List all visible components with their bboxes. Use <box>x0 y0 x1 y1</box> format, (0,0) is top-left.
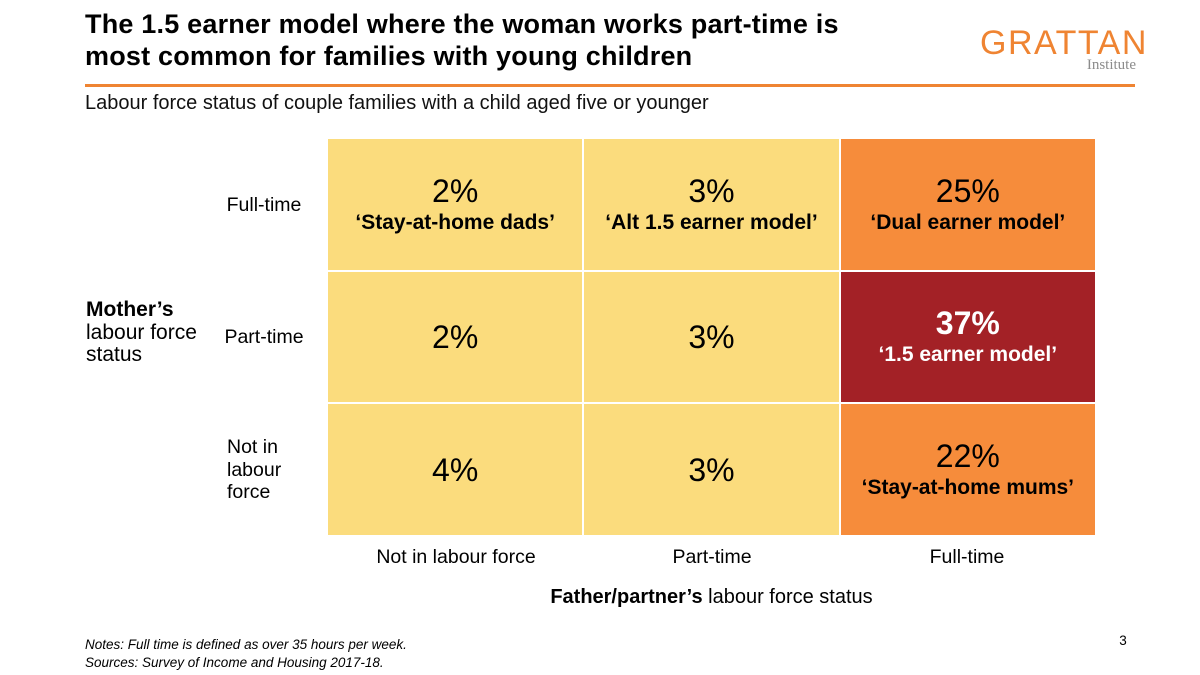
cell-value: 3% <box>688 451 735 488</box>
heatmap-grid: 2% ‘Stay-at-home dads’ 3% ‘Alt 1.5 earne… <box>328 139 1095 535</box>
cell-label: ‘1.5 earner model’ <box>878 343 1058 367</box>
matrix-cell-parttime-fulltime-highlight: 37% ‘1.5 earner model’ <box>840 271 1095 403</box>
matrix-cell-nilf-nilf: 4% <box>328 404 583 535</box>
row-label-nilf-line2: labour <box>227 458 282 481</box>
matrix-cell-parttime-parttime: 3% <box>584 271 839 403</box>
x-axis-title-rest: labour force status <box>702 586 873 608</box>
row-label-nilf-line1: Not in <box>227 436 278 458</box>
grattan-logo: GRATTAN Institute <box>980 24 1148 74</box>
matrix-cell-fulltime-parttime: 3% ‘Alt 1.5 earner model’ <box>584 139 839 270</box>
matrix-cell-fulltime-nilf: 2% ‘Stay-at-home dads’ <box>328 139 583 270</box>
cell-value: 22% <box>935 438 1000 475</box>
cell-label: ‘Stay-at-home mums’ <box>861 476 1075 500</box>
row-label-not-in-labour-force: Not in labour force <box>227 436 281 504</box>
y-axis-title: Mother’s labour force status <box>86 298 197 367</box>
x-axis-title: Father/partner’s labour force status <box>328 586 1095 609</box>
page-number: 3 <box>1119 633 1127 648</box>
matrix-cell-nilf-parttime: 3% <box>584 404 839 535</box>
row-label-part-time: Part-time <box>224 326 304 348</box>
cell-value: 2% <box>432 172 479 209</box>
col-label-part-time: Part-time <box>672 546 752 568</box>
chart-subtitle: Labour force status of couple families w… <box>85 92 709 114</box>
cell-label: ‘Stay-at-home dads’ <box>355 210 555 234</box>
matrix-cell-nilf-fulltime: 22% ‘Stay-at-home mums’ <box>840 404 1095 535</box>
cell-value: 2% <box>432 318 479 355</box>
sources-line: Sources: Survey of Income and Housing 20… <box>85 654 384 670</box>
col-label-not-in-labour-force: Not in labour force <box>376 546 536 568</box>
cell-value: 3% <box>688 318 735 355</box>
footnotes: Notes: Full time is defined as over 35 h… <box>85 636 407 671</box>
x-axis-title-bold: Father/partner’s <box>550 586 703 608</box>
cell-value: 3% <box>688 172 735 209</box>
cell-value: 37% <box>935 305 1000 342</box>
y-axis-title-line1: Mother’s <box>86 298 174 321</box>
y-axis-title-line2: labour force <box>86 320 197 344</box>
matrix-cell-fulltime-fulltime: 25% ‘Dual earner model’ <box>840 139 1095 270</box>
cell-label: ‘Dual earner model’ <box>870 210 1066 234</box>
grattan-logo-wordmark: GRATTAN <box>980 24 1148 62</box>
page-title: The 1.5 earner model where the woman wor… <box>85 8 839 72</box>
y-axis-title-line3: status <box>86 343 143 366</box>
cell-value: 4% <box>432 451 479 488</box>
matrix-cell-parttime-nilf: 2% <box>328 271 583 403</box>
col-label-full-time: Full-time <box>929 546 1005 568</box>
row-label-full-time: Full-time <box>226 194 302 216</box>
row-label-nilf-line3: force <box>227 481 271 503</box>
cell-label: ‘Alt 1.5 earner model’ <box>605 210 818 234</box>
notes-line: Notes: Full time is defined as over 35 h… <box>85 637 407 652</box>
grattan-logo-institute: Institute <box>1086 57 1136 73</box>
title-divider-rule <box>85 84 1135 87</box>
page-title-line2: most common for families with young chil… <box>85 41 693 71</box>
page-title-line1: The 1.5 earner model where the woman wor… <box>85 9 839 39</box>
cell-value: 25% <box>935 172 1000 209</box>
